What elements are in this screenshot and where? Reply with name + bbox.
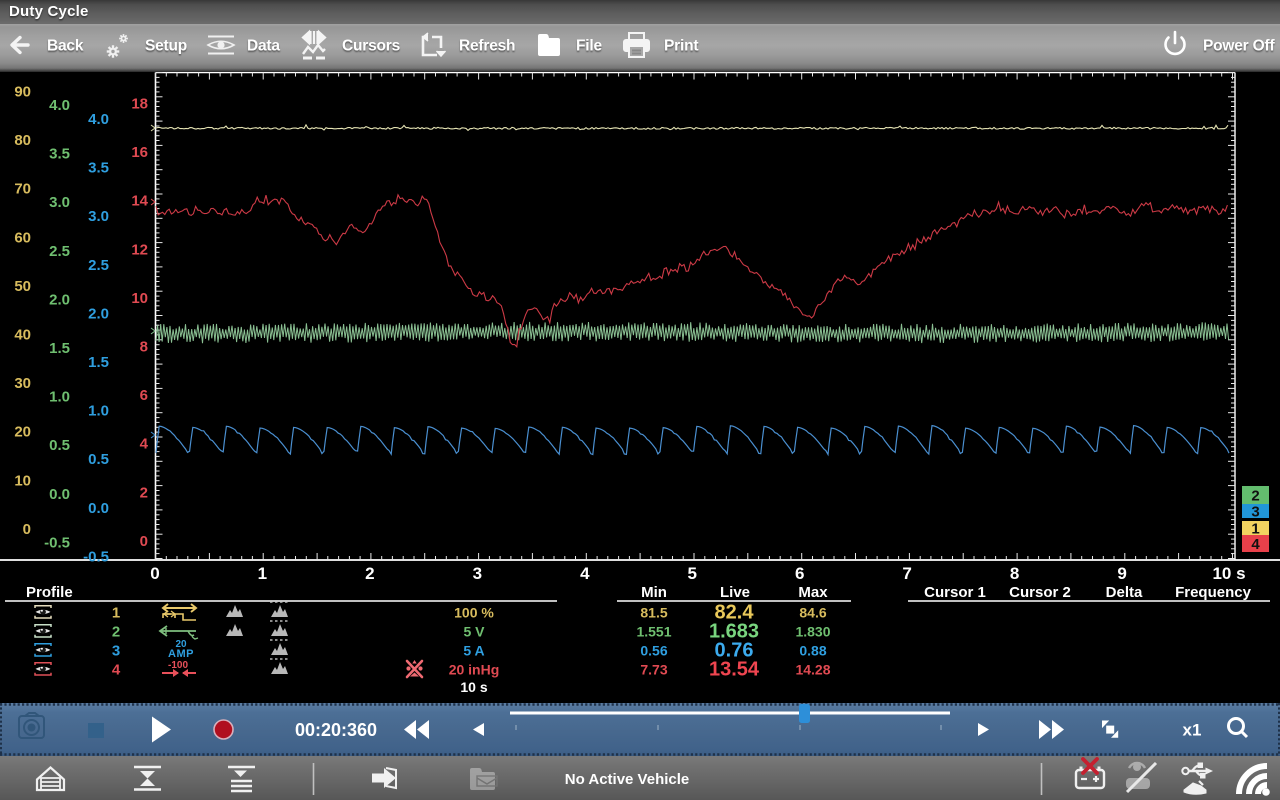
svg-text:18: 18 xyxy=(131,96,148,113)
svg-text:20: 20 xyxy=(14,424,31,441)
svg-text:5 A: 5 A xyxy=(463,643,484,659)
svg-text:10 s: 10 s xyxy=(460,679,487,695)
svg-text:2.5: 2.5 xyxy=(49,243,70,260)
svg-text:6: 6 xyxy=(795,564,804,583)
svg-text:Back: Back xyxy=(47,38,84,55)
svg-text:1.5: 1.5 xyxy=(88,354,109,371)
svg-text:84.6: 84.6 xyxy=(799,605,826,621)
svg-text:8: 8 xyxy=(140,339,148,356)
svg-text:100 %: 100 % xyxy=(454,605,494,621)
svg-text:7.73: 7.73 xyxy=(640,662,667,678)
svg-text:3: 3 xyxy=(473,564,482,583)
svg-text:5 V: 5 V xyxy=(463,624,485,640)
svg-text:20 inHg: 20 inHg xyxy=(449,662,500,678)
svg-text:Power Off: Power Off xyxy=(1203,38,1275,55)
svg-text:1.0: 1.0 xyxy=(88,403,109,420)
svg-text:Refresh: Refresh xyxy=(459,38,515,55)
svg-text:1.5: 1.5 xyxy=(49,340,70,357)
svg-text:81.5: 81.5 xyxy=(640,605,667,621)
svg-text:5: 5 xyxy=(687,564,696,583)
svg-text:40: 40 xyxy=(14,327,31,344)
svg-text:70: 70 xyxy=(14,181,31,198)
svg-text:82.4: 82.4 xyxy=(715,602,755,624)
svg-text:4.0: 4.0 xyxy=(88,111,109,128)
svg-text:File: File xyxy=(576,38,602,55)
svg-text:Print: Print xyxy=(664,38,698,55)
svg-text:00:20:360: 00:20:360 xyxy=(295,720,377,740)
svg-text:Cursors: Cursors xyxy=(342,38,400,55)
svg-text:8: 8 xyxy=(1010,564,1019,583)
svg-text:2.5: 2.5 xyxy=(88,257,109,274)
svg-text:20: 20 xyxy=(175,639,187,650)
svg-text:x1: x1 xyxy=(1183,721,1202,740)
svg-text:0: 0 xyxy=(140,533,148,550)
svg-text:1.0: 1.0 xyxy=(49,389,70,406)
svg-text:0.0: 0.0 xyxy=(49,486,70,503)
svg-text:Delta: Delta xyxy=(1106,584,1143,601)
svg-text:3: 3 xyxy=(112,643,120,660)
svg-text:Frequency: Frequency xyxy=(1175,584,1252,601)
svg-text:0.76: 0.76 xyxy=(715,640,754,662)
svg-text:Live: Live xyxy=(720,584,750,601)
svg-text:2: 2 xyxy=(140,484,148,501)
svg-text:0.56: 0.56 xyxy=(640,643,667,659)
svg-text:1: 1 xyxy=(112,605,120,622)
svg-text:4: 4 xyxy=(112,662,121,679)
svg-text:3.5: 3.5 xyxy=(88,160,109,177)
svg-text:13.54: 13.54 xyxy=(709,659,760,681)
svg-text:90: 90 xyxy=(14,84,31,101)
svg-text:2: 2 xyxy=(1251,488,1259,505)
svg-text:80: 80 xyxy=(14,132,31,149)
svg-text:50: 50 xyxy=(14,278,31,295)
svg-text:1: 1 xyxy=(1251,521,1259,538)
svg-text:Setup: Setup xyxy=(145,38,187,55)
svg-text:6: 6 xyxy=(140,387,148,404)
svg-text:14.28: 14.28 xyxy=(795,662,830,678)
svg-text:2.0: 2.0 xyxy=(49,291,70,308)
svg-text:2: 2 xyxy=(112,624,120,641)
svg-text:0.5: 0.5 xyxy=(49,437,70,454)
svg-text:1.830: 1.830 xyxy=(795,624,830,640)
svg-text:Cursor 1: Cursor 1 xyxy=(924,584,986,601)
svg-text:12: 12 xyxy=(131,241,148,258)
svg-text:0.5: 0.5 xyxy=(88,451,109,468)
svg-text:14: 14 xyxy=(131,193,148,210)
svg-text:Max: Max xyxy=(798,584,828,601)
svg-text:10 s: 10 s xyxy=(1212,564,1245,583)
svg-text:16: 16 xyxy=(131,144,148,161)
svg-text:Cursor 2: Cursor 2 xyxy=(1009,584,1071,601)
svg-text:4: 4 xyxy=(1251,536,1260,553)
svg-text:0.0: 0.0 xyxy=(88,500,109,517)
svg-text:2.0: 2.0 xyxy=(88,305,109,322)
svg-text:4: 4 xyxy=(580,564,590,583)
svg-text:7: 7 xyxy=(902,564,911,583)
svg-text:9: 9 xyxy=(1117,564,1126,583)
svg-text:1.551: 1.551 xyxy=(636,624,671,640)
svg-text:0: 0 xyxy=(150,564,159,583)
svg-text:3.0: 3.0 xyxy=(49,194,70,211)
svg-text:3.0: 3.0 xyxy=(88,208,109,225)
svg-text:-100: -100 xyxy=(168,660,188,671)
svg-text:30: 30 xyxy=(14,375,31,392)
svg-text:10: 10 xyxy=(131,290,148,307)
svg-text:0: 0 xyxy=(23,521,31,538)
svg-text:3: 3 xyxy=(1251,504,1259,521)
svg-text:-0.5: -0.5 xyxy=(44,534,70,551)
svg-text:-0.5: -0.5 xyxy=(83,548,109,565)
svg-text:0.88: 0.88 xyxy=(799,643,826,659)
svg-text:2: 2 xyxy=(365,564,374,583)
svg-text:Profile: Profile xyxy=(26,584,73,601)
svg-text:Min: Min xyxy=(641,584,667,601)
svg-text:1: 1 xyxy=(258,564,267,583)
svg-text:60: 60 xyxy=(14,229,31,246)
svg-text:4: 4 xyxy=(140,436,149,453)
svg-text:4.0: 4.0 xyxy=(49,97,70,114)
svg-text:1.683: 1.683 xyxy=(709,621,759,643)
svg-text:Data: Data xyxy=(247,38,280,55)
svg-text:3.5: 3.5 xyxy=(49,146,70,163)
svg-text:No Active Vehicle: No Active Vehicle xyxy=(565,771,690,788)
svg-text:AMP: AMP xyxy=(168,648,194,660)
svg-text:10: 10 xyxy=(14,472,31,489)
